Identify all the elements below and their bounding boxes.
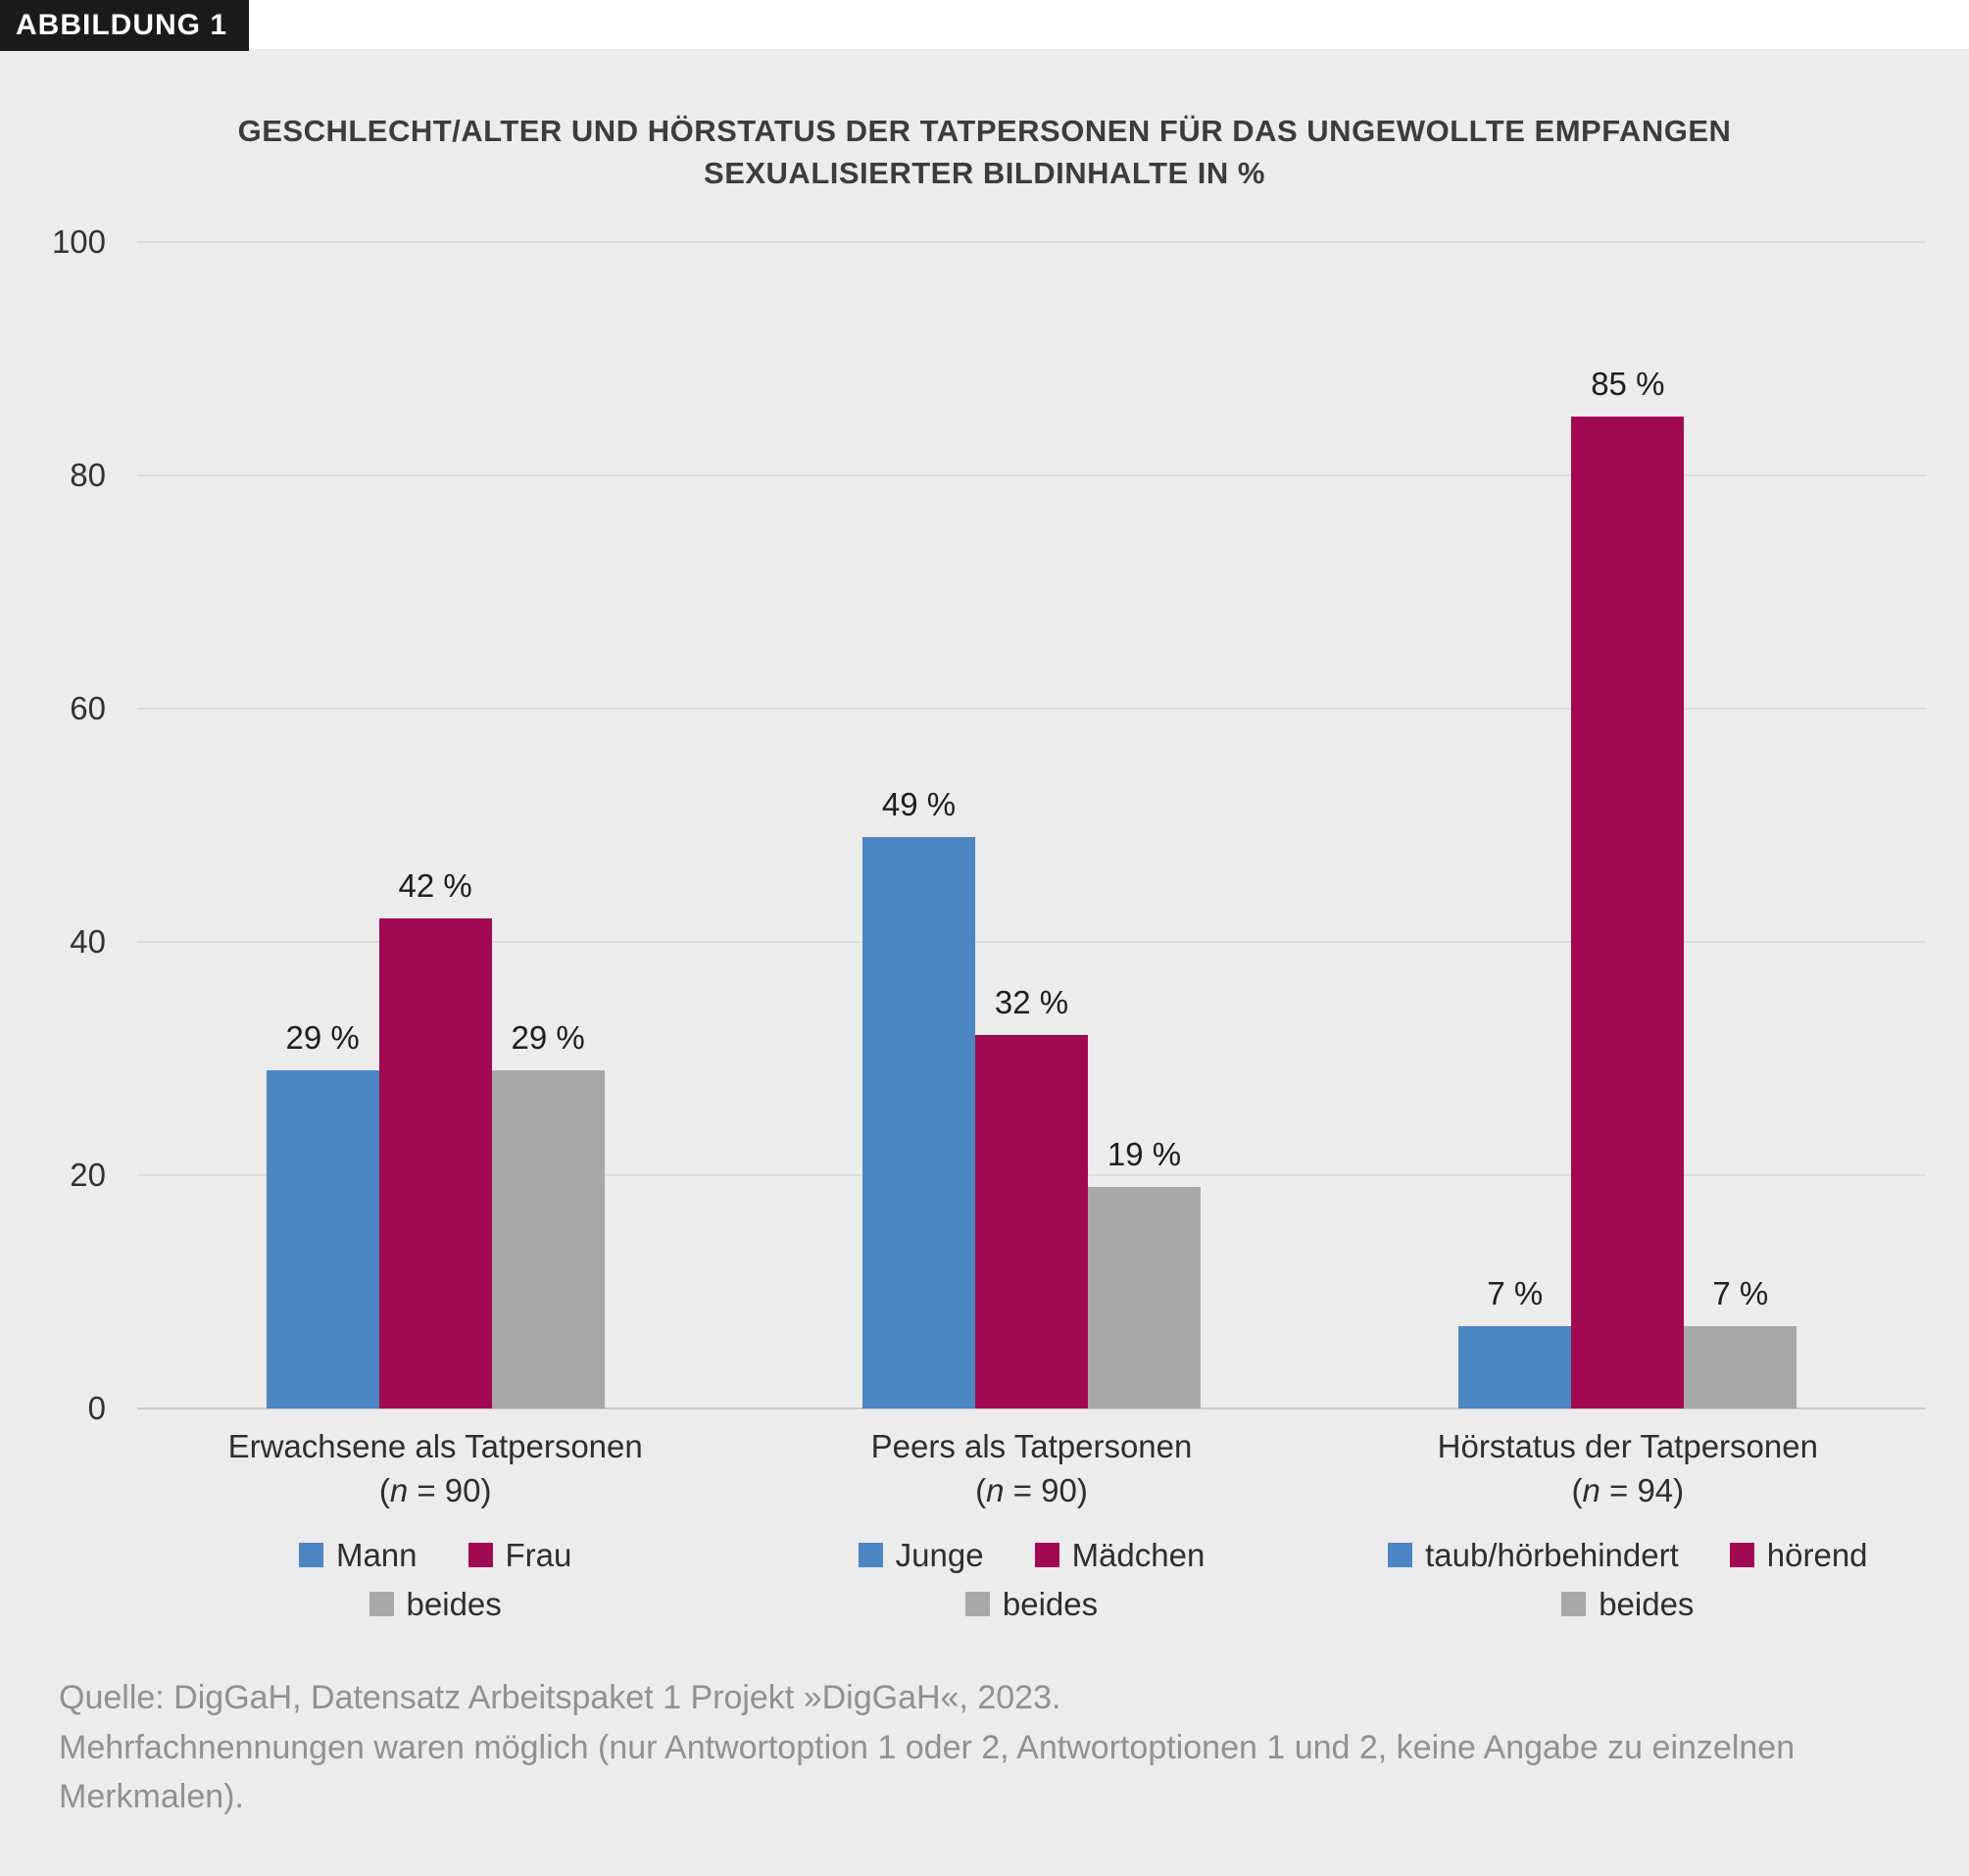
legend-swatch-icon — [1561, 1592, 1587, 1617]
x-labels: Erwachsene als Tatpersonen (n = 90) Peers … — [137, 1424, 1926, 1513]
legend-item: hörend — [1729, 1536, 1868, 1574]
legend-item: Mann — [298, 1536, 418, 1574]
x-category-label: Hörstatus der Tatpersonen (n = 94) — [1437, 1427, 1818, 1509]
bar-wrapper: 29 % — [266, 242, 379, 1408]
legend-label: Frau — [505, 1536, 572, 1573]
x-category-label: Peers als Tatpersonen (n = 90) — [870, 1427, 1193, 1509]
bar-m-dchen — [974, 1034, 1088, 1408]
y-axis-tick: 60 — [70, 689, 106, 726]
legend-swatch-icon — [1034, 1543, 1059, 1568]
legend-label: beides — [1002, 1585, 1099, 1622]
legend-swatch-icon — [1729, 1543, 1754, 1568]
legend-item: beides — [1561, 1586, 1694, 1623]
source-line2: Mehrfachnennungen waren möglich (nur Ant… — [59, 1729, 1796, 1815]
legend-swatch-icon — [369, 1592, 394, 1617]
bar-frau — [378, 917, 492, 1408]
chart-title: GESCHLECHT/ALTER UND HÖRSTATUS DER TATPE… — [0, 0, 1969, 195]
bar-value-label: 29 % — [285, 1018, 360, 1056]
legend-swatch-icon — [468, 1543, 493, 1568]
legend-item: Junge — [858, 1536, 984, 1574]
gridline — [137, 940, 1926, 943]
gridline — [137, 707, 1926, 710]
figure-badge: ABBILDUNG 1 — [0, 0, 250, 51]
legend-label: beides — [1599, 1585, 1695, 1622]
bar-beides — [1087, 1186, 1201, 1408]
bar-value-label: 7 % — [1487, 1275, 1544, 1312]
bar-value-label: 7 % — [1712, 1275, 1769, 1312]
bar-h-rend — [1571, 417, 1685, 1408]
bar-group: 29 % 42 % 29 % — [137, 242, 733, 1408]
bar-beides — [1684, 1326, 1797, 1408]
chart-title-line1: GESCHLECHT/ALTER UND HÖRSTATUS DER TATPE… — [237, 114, 1732, 148]
bar-wrapper: 49 % — [861, 242, 975, 1408]
y-axis-tick: 20 — [70, 1156, 106, 1193]
y-axis-tick: 0 — [87, 1389, 106, 1426]
x-category-label: Erwachsene als Tatpersonen (n = 90) — [227, 1427, 643, 1509]
group-legend: Junge Mädchen beides — [733, 1537, 1329, 1635]
y-axis-tick: 40 — [70, 922, 106, 960]
bar-taub-h-rbehindert — [1458, 1326, 1572, 1408]
plot-area: 0 20 40 60 80 100 29 % 42 % 29 % 49 % 32 % 19 % 7 % 8… — [52, 223, 1926, 1426]
legend-item: Mädchen — [1034, 1536, 1206, 1574]
bar-junge — [861, 836, 975, 1408]
gridline — [137, 1407, 1926, 1409]
legend-swatch-icon — [964, 1592, 990, 1617]
legends: Mann Frau beides Junge Mädchen beides taub/hör… — [137, 1537, 1926, 1635]
bar-wrapper: 7 % — [1458, 242, 1572, 1408]
legend-label: Mädchen — [1071, 1536, 1206, 1573]
legend-item: beides — [964, 1585, 1099, 1623]
bar-wrapper: 85 % — [1571, 242, 1685, 1408]
source-line1: Quelle: DigGaH, Datensatz Arbeitspaket 1… — [59, 1679, 1061, 1717]
legend-label: taub/hörbehindert — [1425, 1536, 1679, 1573]
bar-wrapper: 29 % — [491, 242, 605, 1408]
group-legend: taub/hörbehindert hörend beides — [1330, 1537, 1926, 1635]
bar-wrapper: 32 % — [974, 242, 1088, 1408]
legend-label: beides — [406, 1585, 502, 1622]
bar-wrapper: 7 % — [1684, 242, 1797, 1408]
gridline — [137, 240, 1926, 243]
legend-swatch-icon — [858, 1543, 883, 1568]
y-axis-tick: 100 — [51, 222, 106, 260]
bar-value-label: 29 % — [511, 1018, 585, 1056]
legend-item: taub/hörbehindert — [1388, 1537, 1679, 1574]
legend-label: hörend — [1766, 1536, 1868, 1573]
bar-wrapper: 19 % — [1087, 242, 1201, 1408]
legend-item: beides — [369, 1586, 502, 1623]
group-legend: Mann Frau beides — [137, 1537, 733, 1635]
chart-title-line2: SEXUALISIERTER BILDINHALTE IN % — [704, 156, 1265, 191]
bar-groups: 29 % 42 % 29 % 49 % 32 % 19 % 7 % 85 % 7 % — [137, 242, 1926, 1408]
bar-group: 49 % 32 % 19 % — [733, 242, 1329, 1408]
legend-label: Mann — [335, 1536, 418, 1573]
bar-value-label: 42 % — [398, 866, 472, 904]
legend-label: Junge — [895, 1536, 984, 1573]
header-strip — [0, 0, 1969, 49]
bar-value-label: 19 % — [1107, 1135, 1182, 1172]
gridline — [137, 473, 1926, 476]
y-axis-tick: 80 — [70, 456, 106, 493]
legend-item: Frau — [468, 1536, 572, 1574]
bar-wrapper: 42 % — [378, 242, 492, 1408]
legend-swatch-icon — [1388, 1543, 1413, 1568]
bar-value-label: 32 % — [994, 983, 1069, 1020]
bar-group: 7 % 85 % 7 % — [1330, 242, 1926, 1408]
bar-value-label: 85 % — [1591, 366, 1665, 403]
bar-beides — [491, 1069, 605, 1408]
legend-swatch-icon — [298, 1543, 323, 1568]
source-note: Quelle: DigGaH, Datensatz Arbeitspaket 1… — [59, 1672, 1910, 1821]
bar-value-label: 49 % — [881, 785, 957, 822]
bar-mann — [266, 1069, 379, 1408]
